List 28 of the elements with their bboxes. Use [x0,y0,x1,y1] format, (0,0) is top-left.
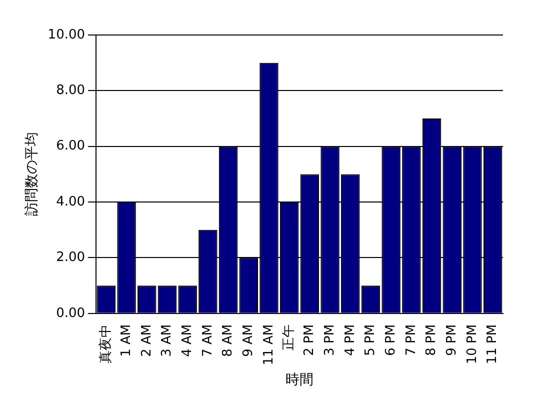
x-tick-label: 11 PM [485,324,500,364]
x-tick-label: 3 PM [322,324,338,356]
y-tick-label: 6.00 [56,138,86,154]
x-tick-label: 真夜中 [98,324,114,364]
x-tick-label: 9 AM [241,324,256,357]
x-tick-label: 1 AM [118,324,134,357]
x-tick-label: 5 PM [363,324,378,356]
y-axis-title: 訪問数の平均 [24,132,40,216]
y-tick-label: 8.00 [56,83,86,98]
x-axis-title: 時間 [286,372,314,388]
x-tick-label: 11 AM [261,324,276,366]
y-tick-label: 2.00 [56,250,86,266]
x-tick-label: 8 PM [424,324,440,356]
x-tick-label: 8 AM [220,324,236,357]
x-tick-label: 7 PM [404,324,419,356]
x-tick-label: 9 PM [444,324,460,356]
x-tick-label: 10 PM [464,324,480,364]
x-tick-label: 4 PM [342,324,358,356]
x-tick-label: 4 AM [180,324,195,357]
x-tick-label: 3 AM [160,324,175,357]
y-tick-label: 4.00 [56,194,86,210]
x-tick-label: 6 PM [383,324,398,356]
x-tick-label: 2 PM [302,324,318,356]
x-tick-label: 正午 [282,324,297,350]
x-tick-label: 2 AM [139,324,154,357]
y-tick-label: 10.00 [48,27,86,42]
x-tick-label: 7 AM [200,324,216,357]
y-tick-label: 0.00 [56,306,86,321]
